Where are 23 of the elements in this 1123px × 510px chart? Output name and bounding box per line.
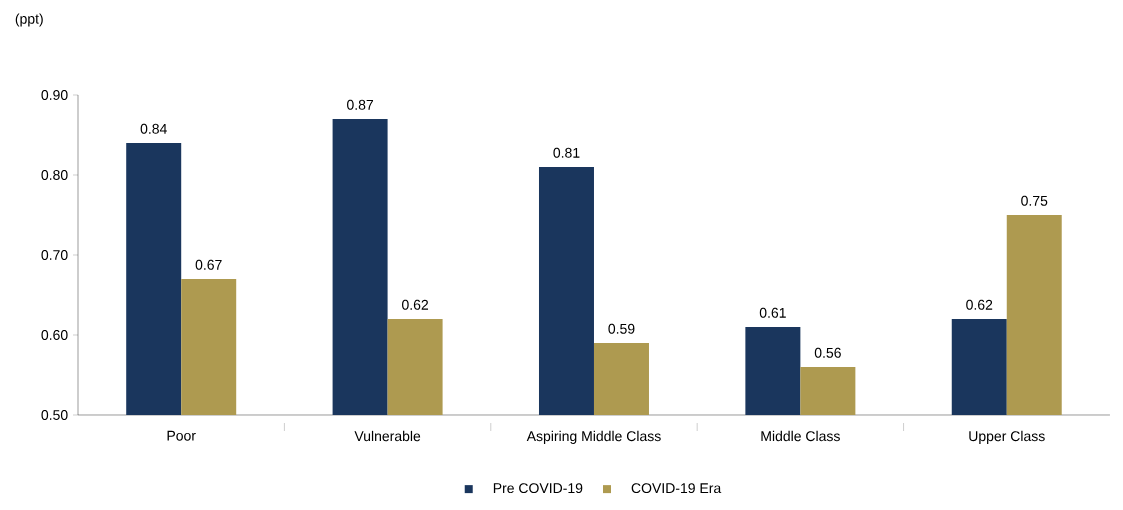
y-tick-label: 0.70 [41,250,68,260]
data-label: 0.75 [1021,195,1048,206]
data-label: 0.61 [759,307,786,318]
y-tick-label: 0.50 [41,410,68,420]
data-label: 0.62 [402,299,429,310]
data-label: 0.87 [347,99,374,110]
x-tick-label: Middle Class [761,430,840,442]
y-tick-label: 0.60 [41,330,68,340]
data-label: 0.59 [608,323,635,334]
x-tick-label: Vulnerable [354,430,421,442]
data-label: 0.84 [140,123,167,134]
data-label: 0.56 [814,347,841,358]
x-tick-label: Poor [167,430,196,441]
data-label: 0.67 [195,259,222,270]
data-label: 0.81 [553,147,580,158]
y-tick-label: 0.80 [41,170,68,180]
y-axis-title: (ppt) [15,13,43,27]
x-tick-label: Upper Class [969,430,1045,444]
x-tick-label: Aspiring Middle Class [526,430,661,444]
legend-label: Pre COVID-19 [493,483,583,494]
data-label: 0.62 [966,299,993,310]
legend-label: COVID-19 Era [631,483,722,494]
y-tick-label: 0.90 [41,90,68,100]
